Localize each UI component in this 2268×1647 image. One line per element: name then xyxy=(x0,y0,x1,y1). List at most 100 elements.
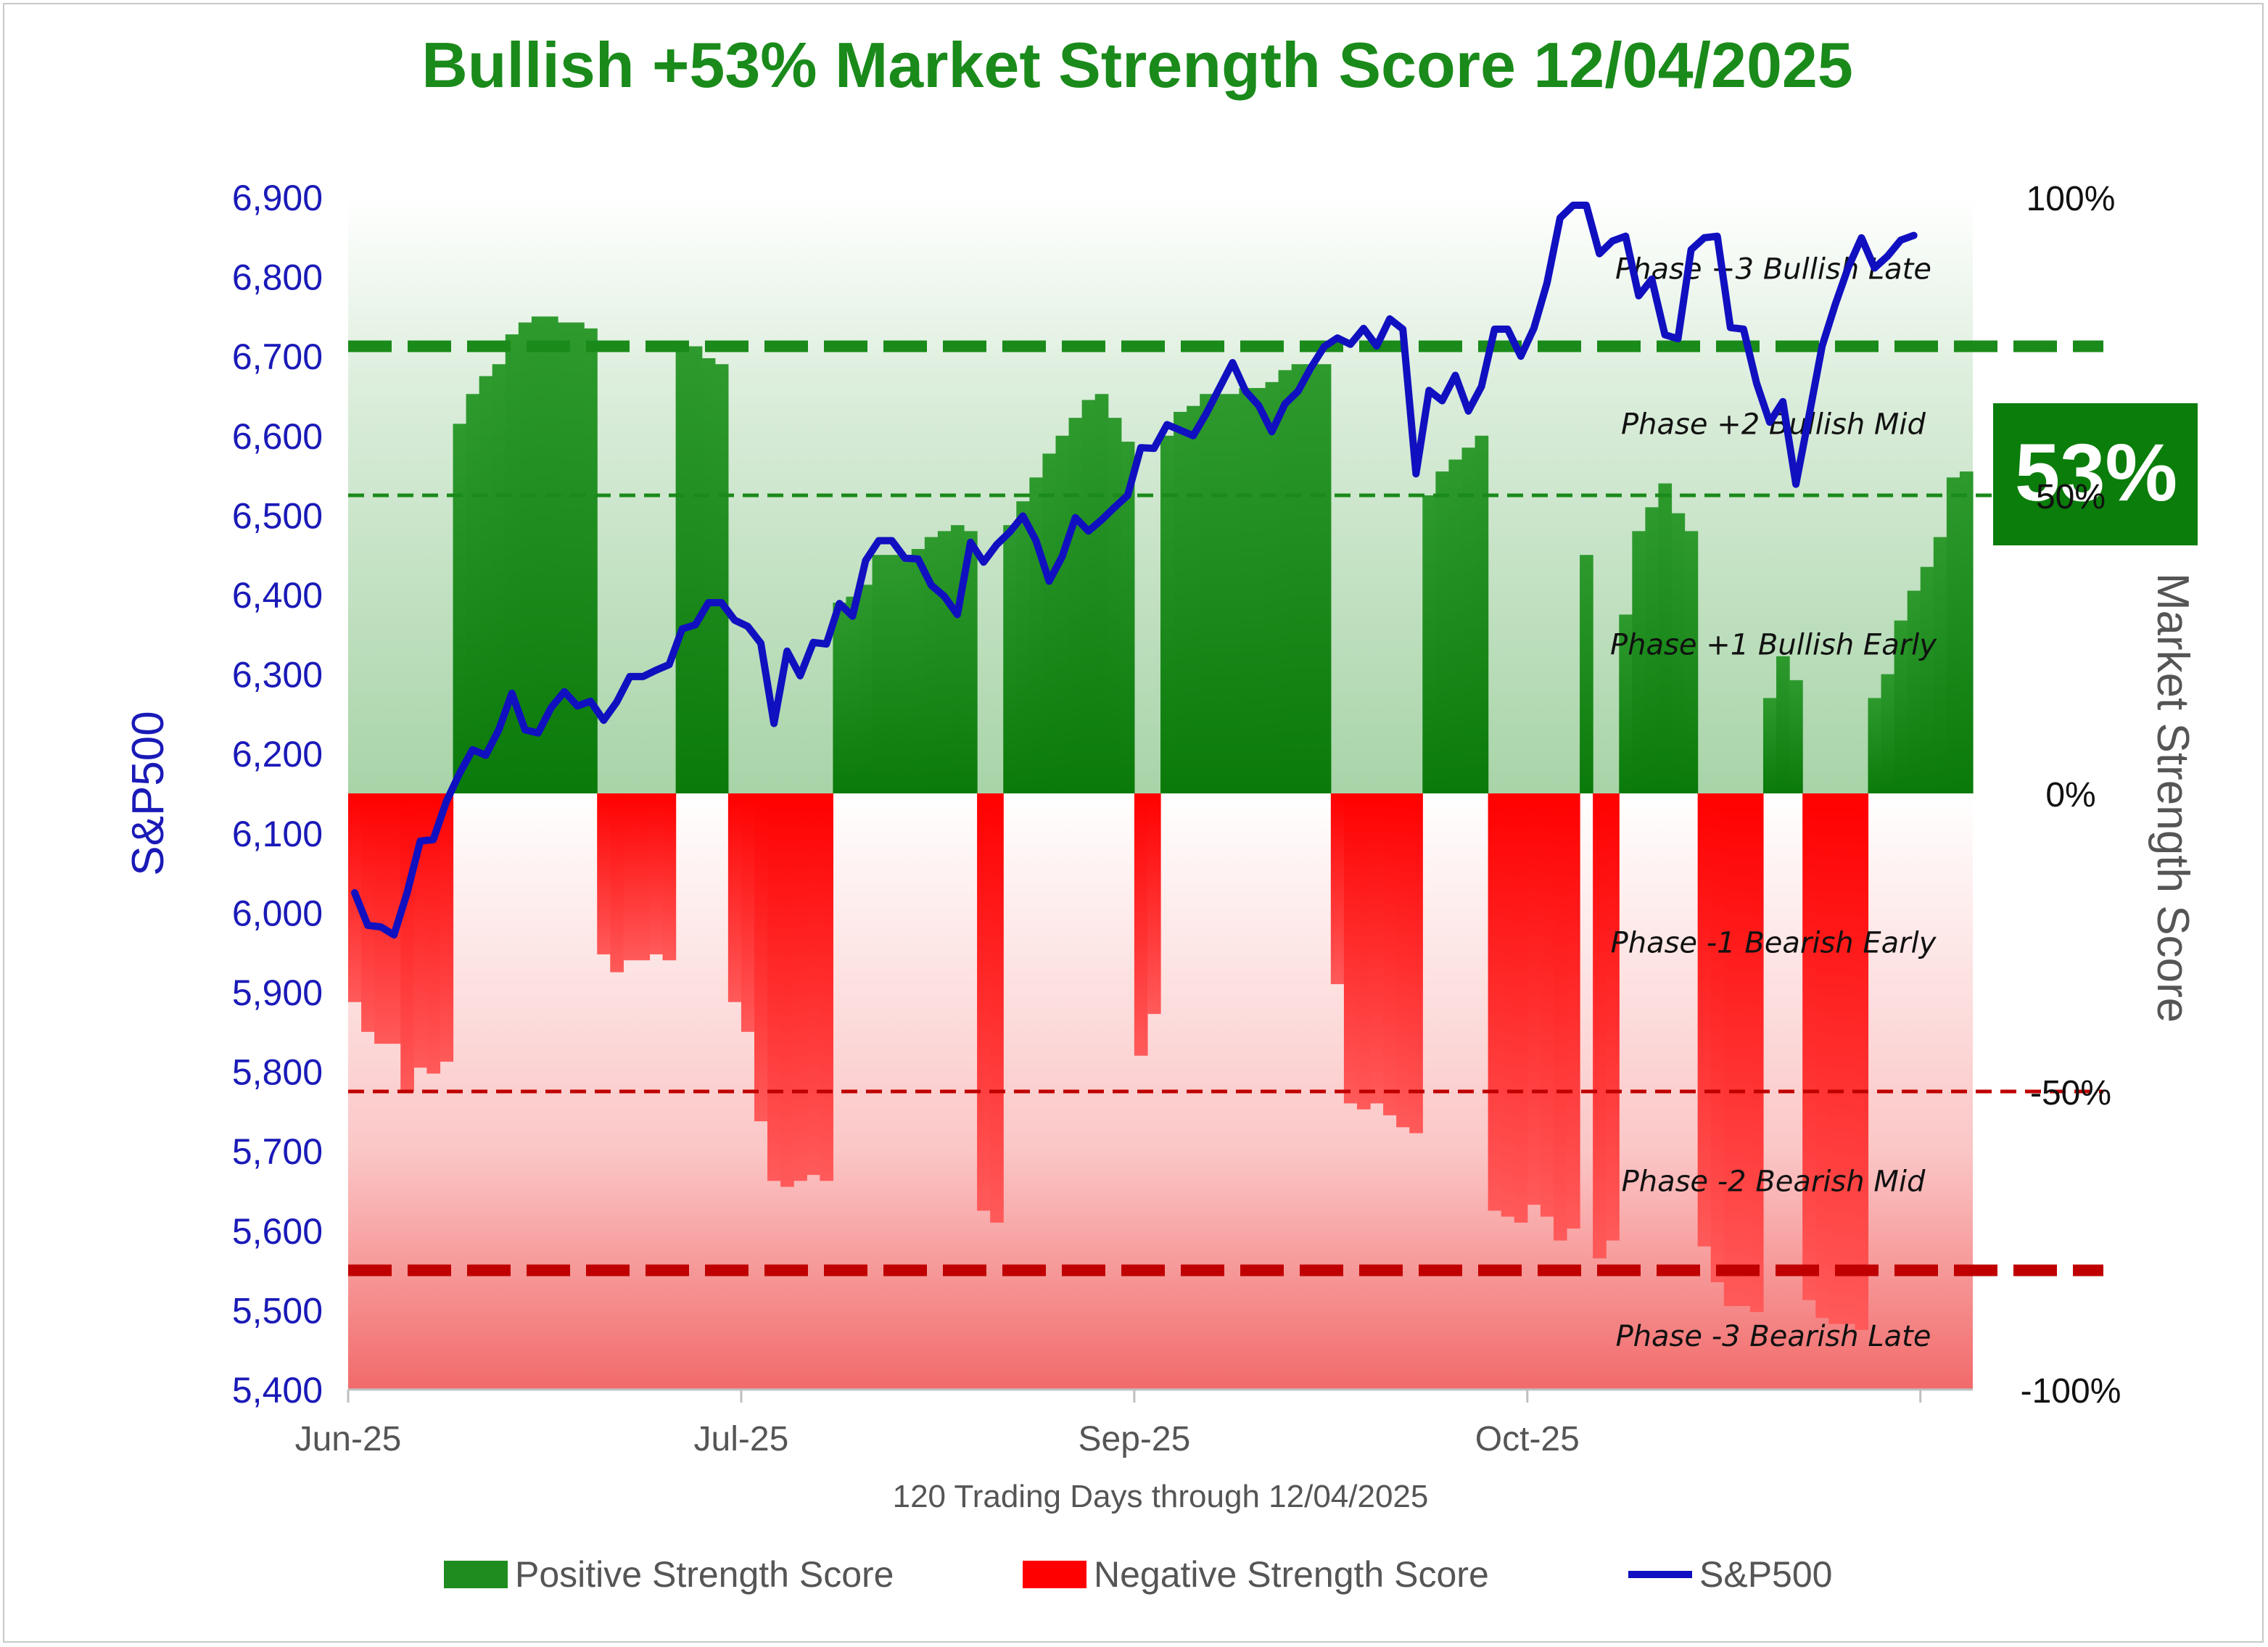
negative-score-bar xyxy=(807,793,820,1176)
x-axis-tick: Sep-25 xyxy=(1079,1420,1191,1458)
left-axis-label: S&P500 xyxy=(123,711,173,876)
negative-score-bar xyxy=(1540,793,1554,1217)
legend-swatch xyxy=(1023,1561,1086,1588)
left-axis-ticks: 6,900 6,800 6,700 6,600 6,500 6,400 6,300 6,200… xyxy=(232,178,323,1411)
positive-score-bar xyxy=(505,334,519,793)
positive-score-bar xyxy=(571,322,585,793)
right-axis-tick: 100% xyxy=(2026,180,2116,218)
threshold-lines xyxy=(348,340,2103,1276)
negative-score-bar xyxy=(413,793,427,1068)
x-axis-tick: Jul-25 xyxy=(694,1420,789,1458)
positive-score-bar xyxy=(688,346,703,793)
positive-score-bar xyxy=(846,596,860,793)
negative-score-bar xyxy=(977,793,991,1211)
left-axis-tick: 6,000 xyxy=(232,893,323,933)
left-axis-tick: 5,700 xyxy=(232,1131,323,1172)
positive-score-bar xyxy=(1226,394,1240,793)
right-axis-tick: -50% xyxy=(2030,1074,2111,1113)
negative-score-bar xyxy=(1396,793,1410,1128)
x-axis-ticks: Jun-25 Jul-25 Sep-25 Oct-25 xyxy=(295,1388,1973,1458)
negative-score-bar xyxy=(1514,793,1528,1223)
left-axis-tick: 6,100 xyxy=(232,814,323,854)
negative-score-bar xyxy=(1370,793,1384,1104)
negative-score-bar xyxy=(1553,793,1567,1241)
positive-score-bar xyxy=(518,322,532,793)
positive-score-bar xyxy=(479,376,493,793)
x-axis-label: 120 Trading Days through 12/04/2025 xyxy=(893,1479,1429,1514)
right-axis-tick: -100% xyxy=(2021,1372,2121,1411)
positive-score-bar xyxy=(872,555,886,793)
positive-score-bar xyxy=(1868,698,1882,793)
positive-score-bar xyxy=(1108,418,1122,793)
negative-score-bar xyxy=(1147,793,1161,1015)
left-axis-tick: 5,800 xyxy=(232,1052,323,1093)
negative-score-bar xyxy=(1593,793,1607,1259)
negative-score-bar xyxy=(767,793,781,1181)
left-axis-tick: 6,800 xyxy=(232,257,323,298)
negative-score-bar xyxy=(1488,793,1502,1211)
positive-score-bar xyxy=(1580,555,1593,793)
positive-score-bar xyxy=(1278,370,1292,793)
negative-score-bar xyxy=(440,793,454,1062)
positive-score-bar xyxy=(1121,442,1135,793)
left-axis-tick: 6,400 xyxy=(232,575,323,616)
positive-score-bar xyxy=(1632,531,1646,793)
positive-score-bar xyxy=(1160,435,1174,793)
positive-score-bar xyxy=(1645,507,1659,793)
left-axis-tick: 6,200 xyxy=(232,734,323,775)
positive-score-bar xyxy=(1881,674,1895,793)
right-axis-label: Market Strength Score xyxy=(2148,573,2198,1023)
negative-score-bar xyxy=(1383,793,1397,1115)
positive-score-bar xyxy=(1619,614,1633,793)
negative-score-bar xyxy=(610,793,624,973)
positive-score-bar xyxy=(1933,537,1947,793)
left-axis-tick: 5,900 xyxy=(232,973,323,1013)
left-axis-tick: 6,900 xyxy=(232,178,323,218)
negative-score-bar xyxy=(374,793,388,1044)
positive-score-bar xyxy=(1003,525,1017,793)
legend-label: Positive Strength Score xyxy=(515,1554,894,1595)
negative-score-bar xyxy=(649,793,664,954)
negative-score-bar xyxy=(1828,793,1842,1324)
current-score-badge: 53% xyxy=(1993,403,2198,545)
right-axis-tick: 50% xyxy=(2036,478,2106,516)
negative-score-bar xyxy=(1356,793,1371,1110)
sp500-line xyxy=(351,202,1918,939)
legend-label: Negative Strength Score xyxy=(1094,1554,1489,1595)
left-axis-tick: 6,700 xyxy=(232,337,323,377)
right-axis-tick: 0% xyxy=(2045,776,2095,814)
positive-score-bar xyxy=(1776,656,1790,793)
negative-score-bar xyxy=(426,793,441,1074)
negative-score-bar xyxy=(361,793,375,1032)
negative-score-bar xyxy=(741,793,755,1032)
phase-label: Phase -3 Bearish Late xyxy=(1616,1320,1931,1353)
legend-label: S&P500 xyxy=(1699,1554,1832,1595)
positive-score-bar xyxy=(1907,590,1921,793)
negative-score-bar xyxy=(1749,793,1764,1313)
legend-swatch xyxy=(444,1561,508,1588)
positive-score-bar xyxy=(1920,566,1934,793)
positive-score-bar xyxy=(937,531,952,793)
negative-score-bar xyxy=(387,793,401,1044)
positive-score-bar xyxy=(1317,364,1332,793)
positive-score-bar xyxy=(714,364,729,793)
negative-score-bar xyxy=(1736,793,1751,1306)
positive-score-bar xyxy=(1055,435,1070,793)
right-axis-ticks: 100% 50% 0% -50% -100% xyxy=(2021,180,2121,1411)
left-axis-tick: 5,600 xyxy=(232,1211,323,1252)
positive-score-bar xyxy=(950,525,965,793)
positive-score-bar xyxy=(1671,513,1686,793)
positive-score-bar xyxy=(1187,405,1200,793)
negative-score-bar xyxy=(820,793,833,1181)
positive-score-bar xyxy=(584,328,598,794)
positive-score-bar xyxy=(1658,483,1673,793)
negative-score-bar xyxy=(1723,793,1738,1306)
positive-score-bar xyxy=(1435,471,1450,793)
positive-score-bar xyxy=(1959,471,1974,793)
left-axis-tick: 6,600 xyxy=(232,416,323,457)
positive-score-bar xyxy=(1684,531,1699,793)
negative-score-bar xyxy=(793,793,807,1181)
positive-score-bar xyxy=(911,548,925,793)
legend: Positive Strength Score Negative Strength… xyxy=(444,1554,1832,1595)
